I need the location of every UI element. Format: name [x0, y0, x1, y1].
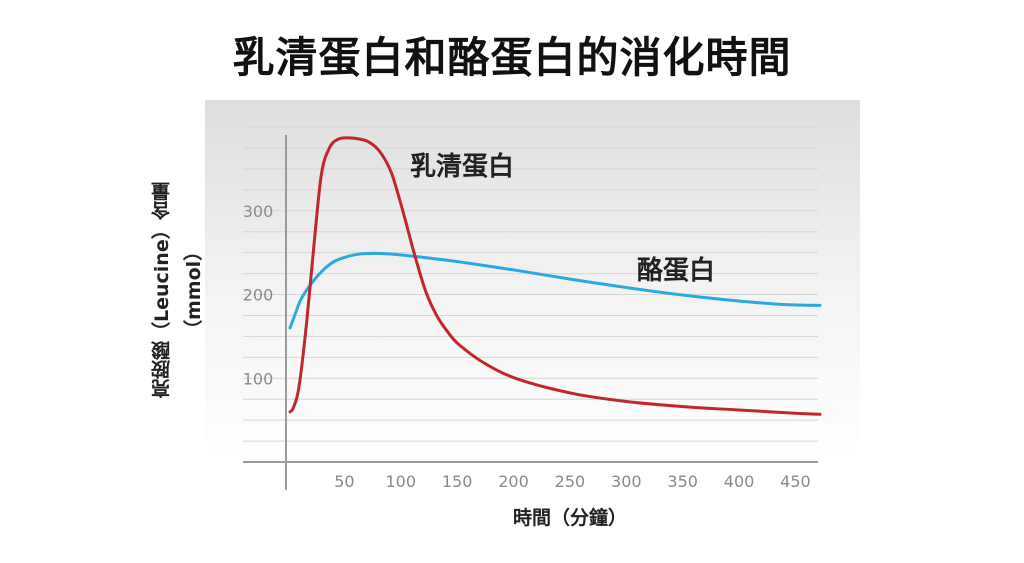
x-tick-label: 350: [667, 472, 698, 491]
y-tick-label: 100: [243, 369, 274, 388]
y-axis-label-line2: （mmol）: [183, 241, 205, 339]
x-axis-label: 時間（分鐘）: [512, 507, 627, 529]
x-tick-label: 200: [498, 472, 529, 491]
casein-series-label: 酪蛋白: [637, 255, 715, 286]
x-tick-label: 250: [555, 472, 586, 491]
y-tick-label: 300: [243, 202, 274, 221]
x-tick-label: 100: [385, 472, 416, 491]
x-tick-label: 300: [611, 472, 642, 491]
y-tick-label: 200: [243, 286, 274, 305]
y-axis-label: 亮胺酸（Leucine）含量 （mmol）: [148, 160, 212, 420]
whey-series-label: 乳清蛋白: [410, 151, 514, 182]
plot-background: [205, 100, 860, 465]
casein-series-line: [288, 251, 822, 330]
y-axis-label-line1: 亮胺酸（Leucine）含量: [151, 182, 173, 398]
x-tick-label: 450: [780, 472, 811, 491]
x-tick-label: 50: [334, 472, 354, 491]
whey-series-line: [288, 136, 822, 416]
x-tick-label: 150: [442, 472, 473, 491]
chart-title: 乳清蛋白和酪蛋白的消化時間: [232, 33, 792, 82]
x-tick-label: 400: [724, 472, 755, 491]
